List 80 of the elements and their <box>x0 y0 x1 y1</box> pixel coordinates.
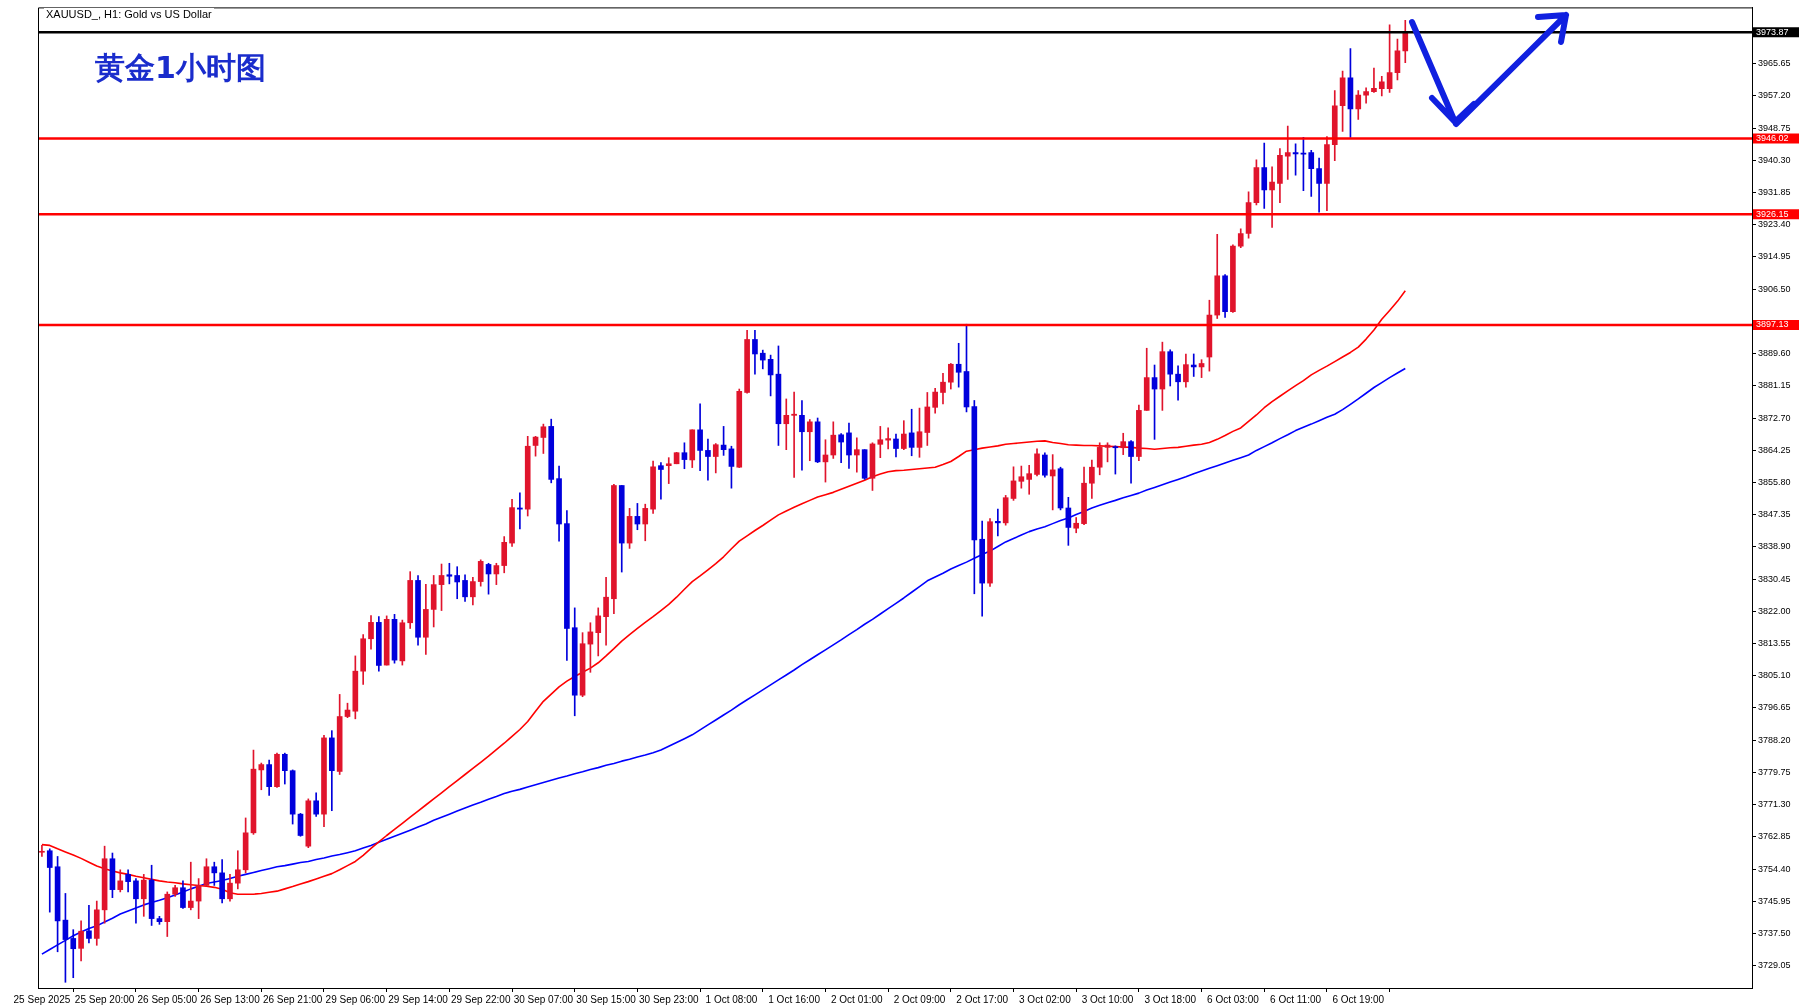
y-tick-label: 3889.60 <box>1758 348 1791 359</box>
candlestick <box>658 462 664 500</box>
candlestick <box>70 929 77 979</box>
candlestick <box>258 762 265 791</box>
candlestick <box>995 508 1001 537</box>
y-tick-label: 3762.85 <box>1758 831 1791 842</box>
candlestick <box>806 419 813 462</box>
y-tick-label: 3906.50 <box>1758 283 1791 294</box>
chart-title: XAUUSD_, H1: Gold vs US Dollar <box>44 8 214 20</box>
y-tick-label: 3923.40 <box>1758 219 1791 230</box>
x-tick-label: 30 Sep 15:00 <box>576 993 637 1005</box>
y-tick-label: 3881.15 <box>1758 380 1791 391</box>
candlestick <box>187 861 194 911</box>
x-tick-label: 3 Oct 02:00 <box>1019 993 1072 1005</box>
candlestick <box>791 391 797 478</box>
ref-line-label: 3926.15 <box>1756 208 1789 219</box>
y-tick-label: 3745.95 <box>1758 895 1791 906</box>
y-tick-label: 3779.75 <box>1758 766 1791 777</box>
candlestick <box>1175 365 1181 401</box>
candlestick <box>838 433 844 463</box>
candlestick <box>665 457 672 484</box>
x-tick-label: 26 Sep 05:00 <box>137 993 198 1005</box>
x-tick-label: 30 Sep 23:00 <box>639 993 699 1005</box>
y-tick-label: 3813.55 <box>1758 638 1791 649</box>
y-tick-label: 3729.05 <box>1758 960 1791 971</box>
y-tick-label: 3737.50 <box>1758 927 1791 938</box>
y-tick-label: 3957.20 <box>1758 90 1791 101</box>
x-tick-label: 2 Oct 01:00 <box>830 993 884 1005</box>
candlestick <box>86 904 92 944</box>
ref-line-label: 3973.87 <box>1756 26 1789 37</box>
y-tick-label: 3847.35 <box>1758 509 1791 520</box>
candlestick <box>877 426 884 458</box>
x-tick-label: 25 Sep 2025 <box>13 993 71 1005</box>
candlestick <box>885 427 891 450</box>
y-tick-label: 3788.20 <box>1758 734 1791 745</box>
y-tick-label: 3805.10 <box>1758 670 1791 681</box>
y-tick-label: 3754.40 <box>1758 863 1791 874</box>
x-tick-label: 30 Sep 07:00 <box>513 993 574 1005</box>
candlestick <box>454 566 461 600</box>
y-tick-label: 3864.25 <box>1758 444 1791 455</box>
x-tick-label: 6 Oct 03:00 <box>1207 993 1260 1005</box>
y-tick-label: 3796.65 <box>1758 702 1791 713</box>
x-tick-label: 29 Sep 22:00 <box>450 993 511 1005</box>
y-tick-label: 3965.65 <box>1758 58 1791 69</box>
x-tick-label: 1 Oct 16:00 <box>768 993 821 1005</box>
annotation: 黄金1小时图 <box>95 49 266 87</box>
candlestick <box>1026 464 1033 495</box>
x-tick-label: 29 Sep 06:00 <box>325 993 386 1005</box>
x-tick-label: 3 Oct 18:00 <box>1144 993 1197 1005</box>
y-tick-label: 3940.30 <box>1758 154 1791 165</box>
x-tick-label: 2 Oct 09:00 <box>893 993 946 1005</box>
ref-line-label: 3946.02 <box>1756 132 1789 143</box>
y-tick-label: 3855.80 <box>1758 476 1791 487</box>
candlestick <box>1049 454 1056 511</box>
ref-line-label: 3897.13 <box>1756 319 1789 330</box>
candlestick <box>1371 67 1377 93</box>
x-tick-label: 26 Sep 21:00 <box>262 993 323 1005</box>
x-tick-label: 29 Sep 14:00 <box>388 993 449 1005</box>
y-tick-label: 3931.85 <box>1758 186 1791 197</box>
x-tick-label: 2 Oct 17:00 <box>956 993 1009 1005</box>
candlestick <box>783 398 790 450</box>
x-tick-label: 26 Sep 13:00 <box>200 993 261 1005</box>
candlestick <box>1269 166 1275 228</box>
x-tick-label: 1 Oct 08:00 <box>705 993 758 1005</box>
candlestick <box>799 400 805 471</box>
candlestick <box>705 438 711 481</box>
y-tick-label: 3914.95 <box>1758 251 1791 262</box>
y-tick-label: 3830.45 <box>1758 573 1791 584</box>
candlestick <box>853 437 860 473</box>
y-tick-label: 3948.75 <box>1758 122 1791 133</box>
x-tick-label: 25 Sep 20:00 <box>74 993 135 1005</box>
x-tick-label: 6 Oct 19:00 <box>1332 993 1385 1005</box>
y-tick-label: 3771.30 <box>1758 799 1791 810</box>
y-tick-label: 3822.00 <box>1758 605 1791 616</box>
x-tick-label: 3 Oct 10:00 <box>1081 993 1134 1005</box>
y-tick-label: 3838.90 <box>1758 541 1791 552</box>
x-tick-label: 6 Oct 11:00 <box>1270 993 1322 1005</box>
candlestick <box>1284 125 1291 180</box>
candlestick <box>39 845 45 857</box>
y-tick-label: 3872.70 <box>1758 412 1791 423</box>
